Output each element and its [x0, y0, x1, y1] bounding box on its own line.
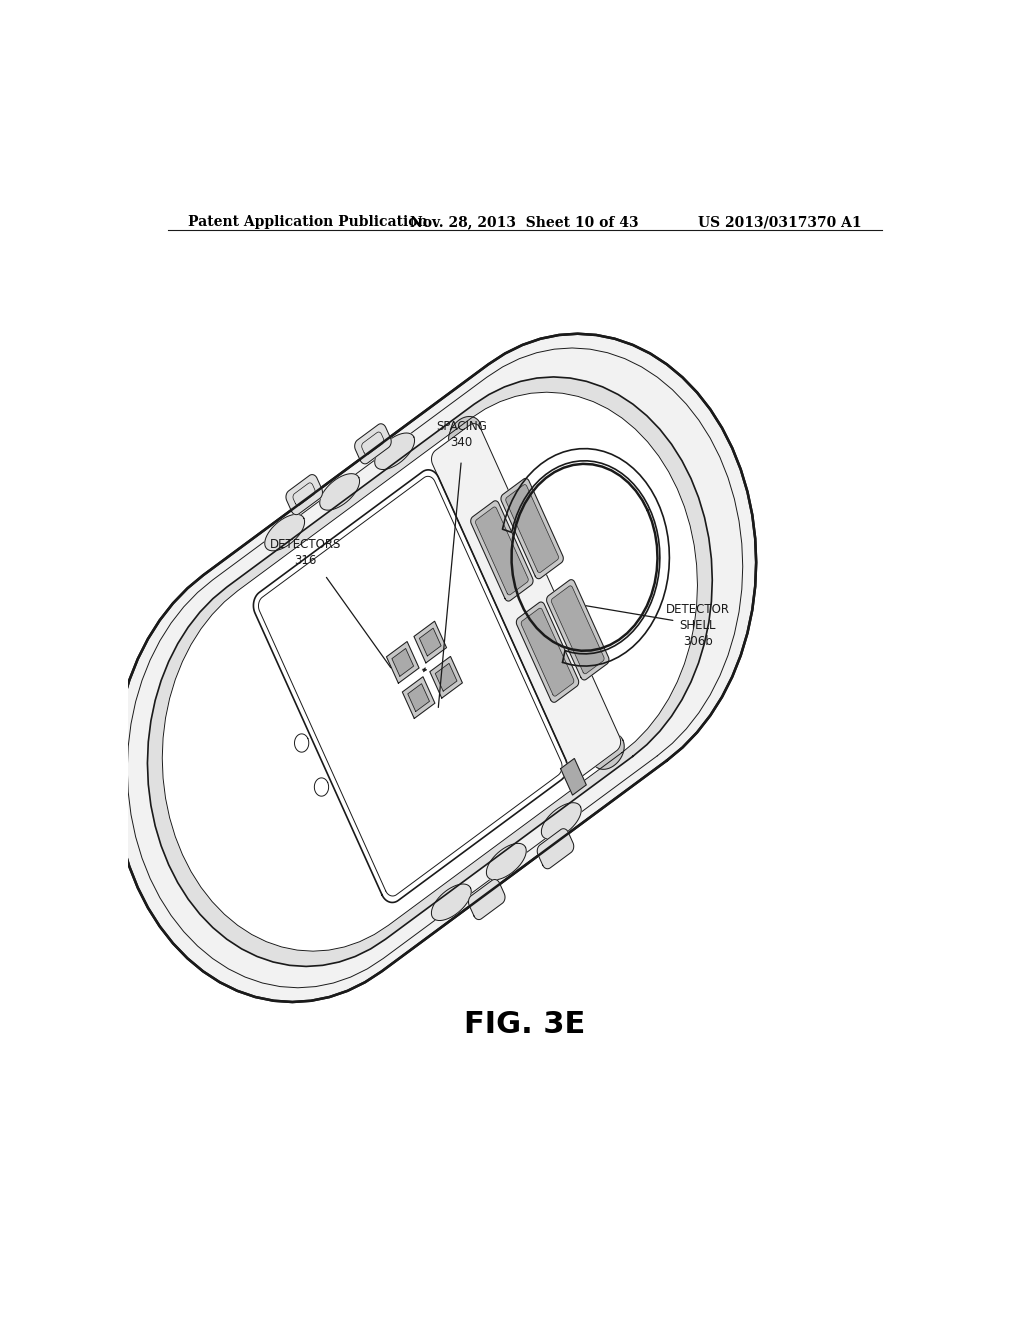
- Polygon shape: [560, 759, 587, 795]
- Polygon shape: [431, 884, 471, 920]
- Polygon shape: [265, 515, 304, 550]
- Polygon shape: [542, 803, 582, 840]
- Polygon shape: [408, 684, 429, 711]
- Polygon shape: [420, 628, 441, 656]
- Polygon shape: [402, 677, 435, 718]
- Text: FIG. 3E: FIG. 3E: [464, 1010, 586, 1039]
- Polygon shape: [162, 392, 697, 952]
- Polygon shape: [501, 478, 563, 578]
- Text: SPACING
340: SPACING 340: [436, 420, 486, 449]
- Polygon shape: [386, 642, 419, 684]
- Polygon shape: [541, 502, 628, 614]
- Text: DETECTORS
316: DETECTORS 316: [270, 539, 341, 568]
- Polygon shape: [592, 734, 625, 770]
- Polygon shape: [475, 507, 528, 595]
- Polygon shape: [114, 334, 756, 1002]
- Polygon shape: [147, 378, 713, 966]
- Polygon shape: [561, 527, 608, 587]
- Polygon shape: [512, 463, 657, 651]
- Polygon shape: [319, 474, 359, 510]
- Polygon shape: [538, 829, 573, 869]
- Polygon shape: [414, 622, 446, 663]
- Polygon shape: [552, 586, 604, 673]
- Polygon shape: [521, 609, 573, 696]
- Polygon shape: [503, 449, 670, 667]
- Text: DETECTOR
SHELL
306b: DETECTOR SHELL 306b: [666, 603, 730, 648]
- Polygon shape: [449, 417, 481, 453]
- Polygon shape: [253, 470, 567, 903]
- Polygon shape: [127, 348, 742, 987]
- Polygon shape: [471, 500, 534, 601]
- Polygon shape: [354, 424, 391, 463]
- Polygon shape: [295, 734, 309, 752]
- Polygon shape: [392, 648, 414, 676]
- Text: Nov. 28, 2013  Sheet 10 of 43: Nov. 28, 2013 Sheet 10 of 43: [411, 215, 639, 230]
- Polygon shape: [486, 843, 526, 880]
- Polygon shape: [314, 777, 329, 796]
- Polygon shape: [431, 424, 621, 777]
- Polygon shape: [435, 664, 457, 692]
- Text: Patent Application Publication: Patent Application Publication: [187, 215, 427, 230]
- Polygon shape: [286, 475, 323, 515]
- Polygon shape: [506, 484, 558, 573]
- Text: US 2013/0317370 A1: US 2013/0317370 A1: [698, 215, 862, 230]
- Polygon shape: [375, 433, 415, 470]
- Polygon shape: [469, 879, 505, 920]
- Polygon shape: [547, 579, 609, 680]
- Polygon shape: [516, 602, 579, 702]
- Polygon shape: [430, 656, 463, 698]
